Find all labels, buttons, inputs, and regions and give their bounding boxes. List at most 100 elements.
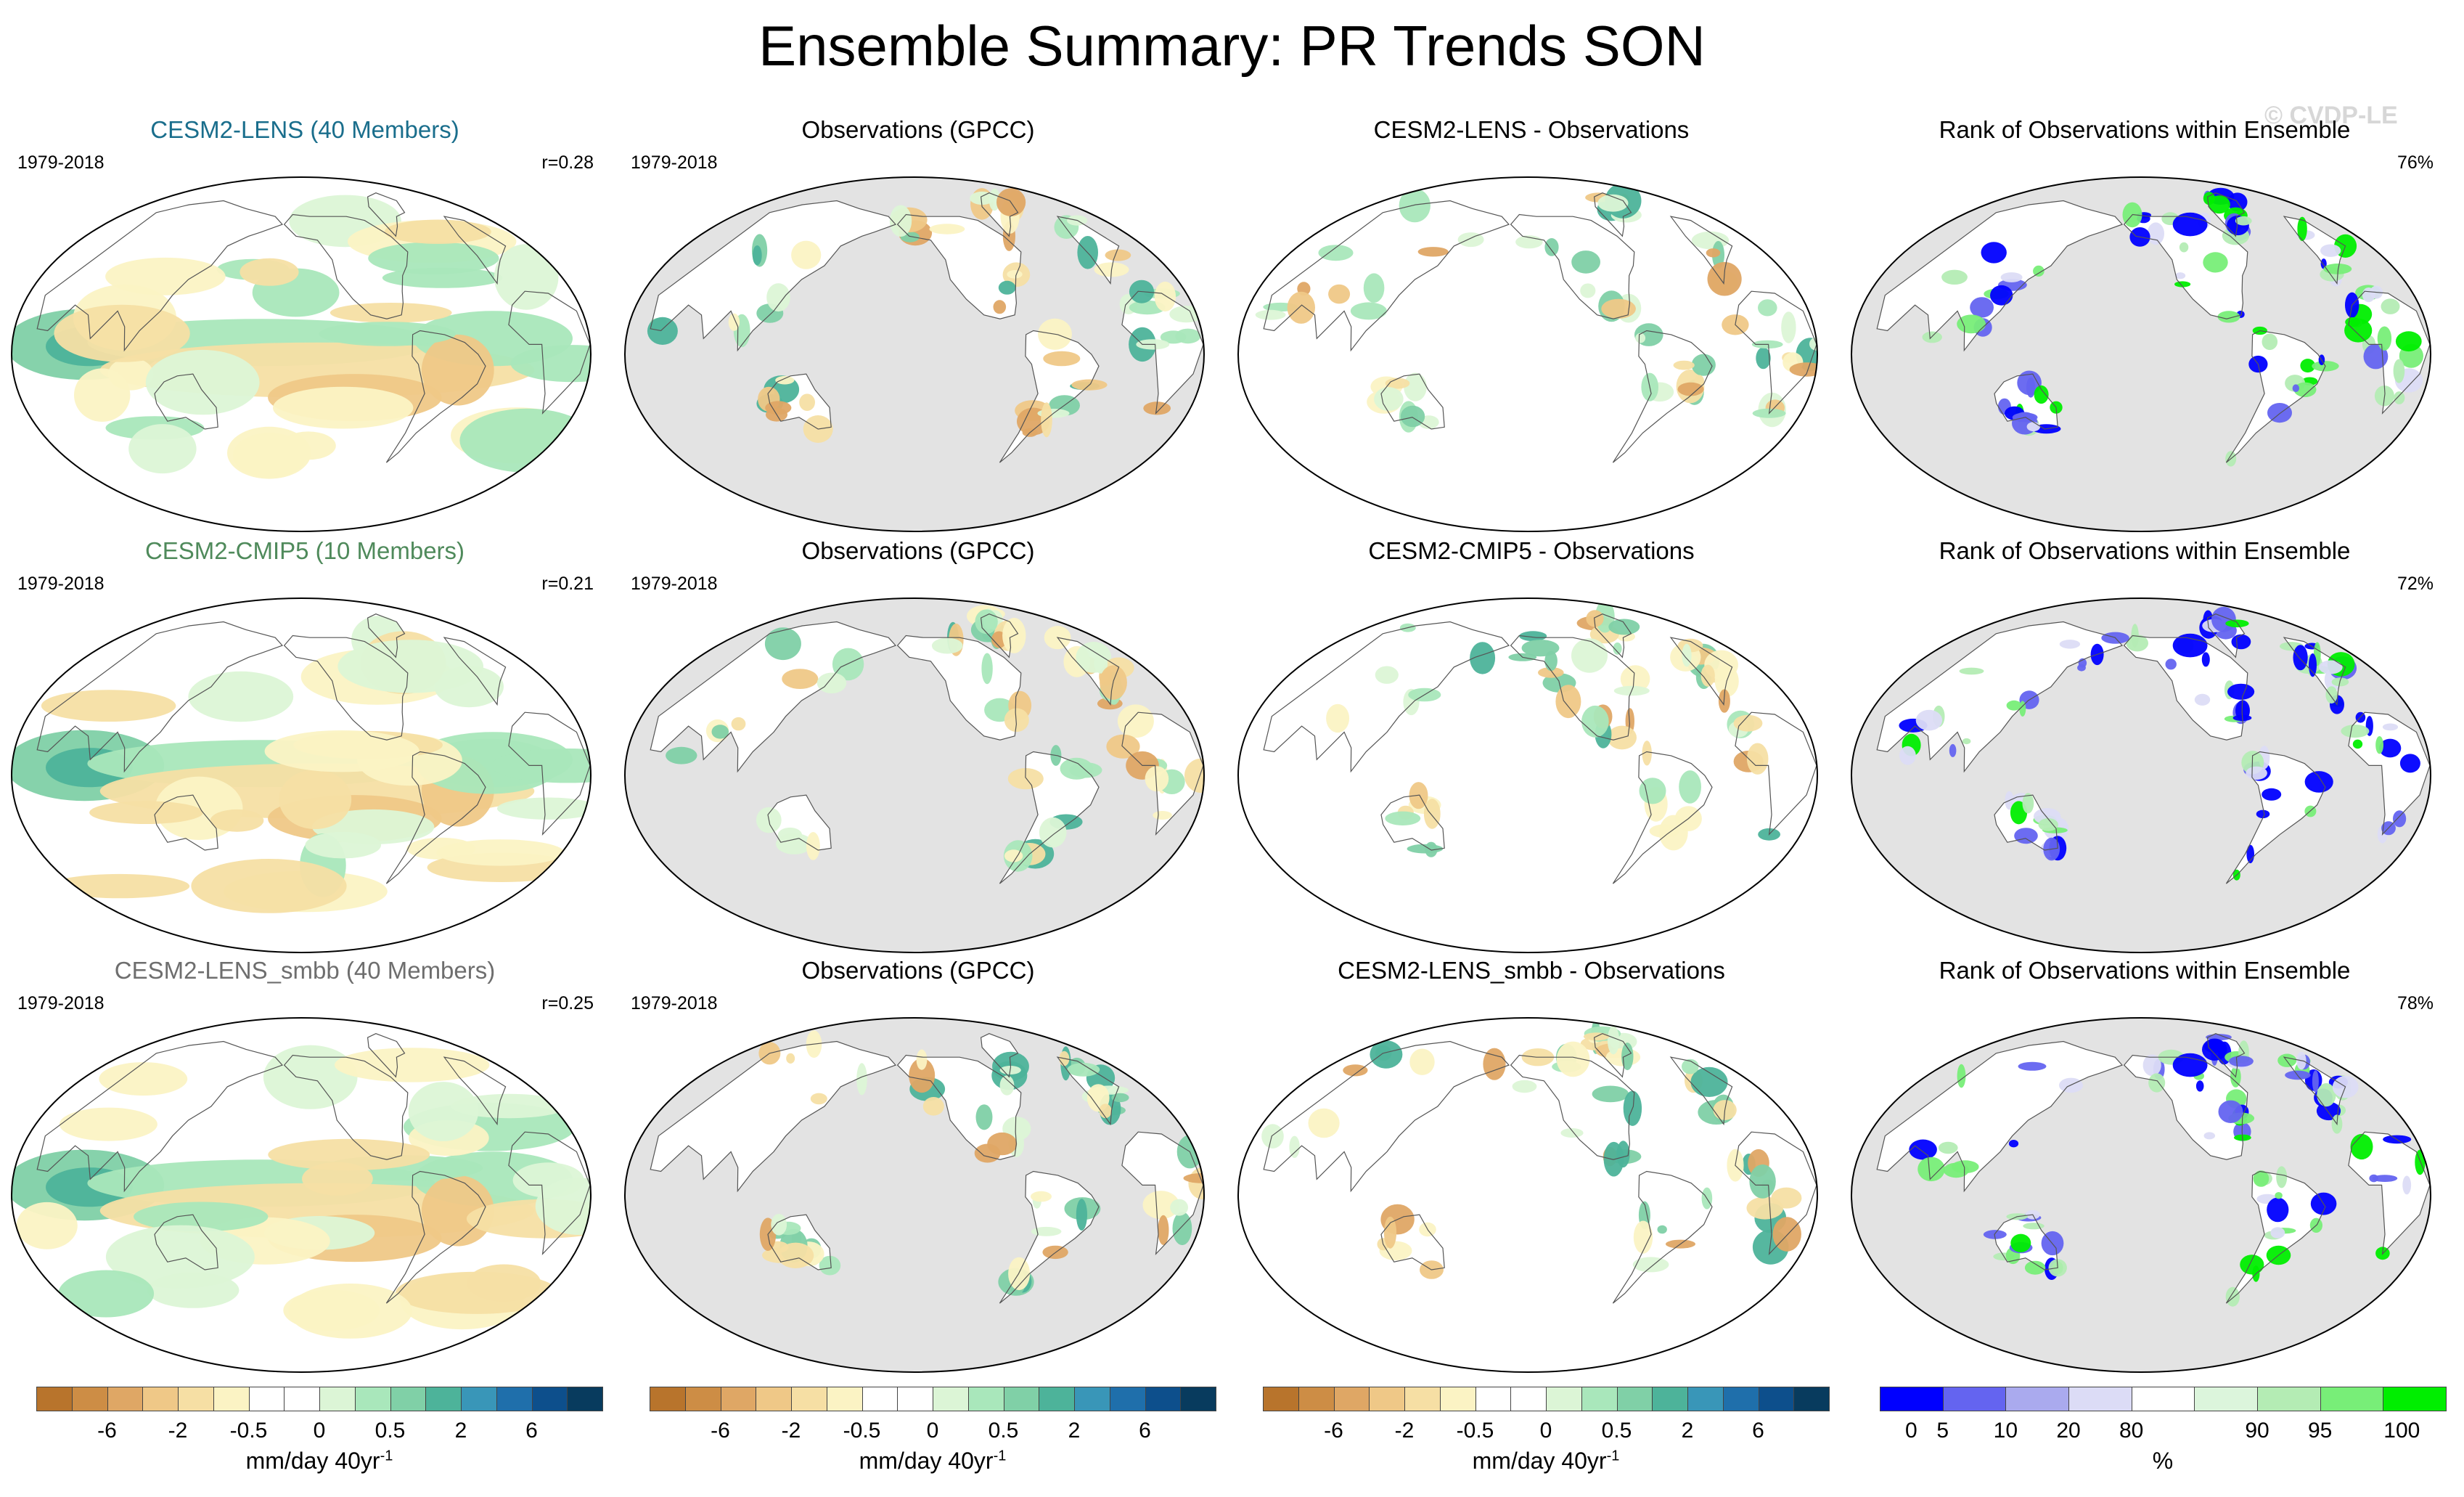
trend-cell <box>1642 741 1652 766</box>
trend-cell <box>728 313 740 331</box>
trend-cell <box>2172 1053 2208 1077</box>
trend-cell <box>1158 1215 1169 1245</box>
panel-r1c2: Observations (GPCC) 1979-2018 <box>621 116 1216 537</box>
trend-cell <box>916 1049 928 1070</box>
trend-cell <box>210 809 264 832</box>
panel-title: CESM2-CMIP5 - Observations <box>1368 537 1695 564</box>
trend-cell <box>1746 743 1769 775</box>
coastline <box>1056 1056 1120 1126</box>
watermark: © CVDP-LE <box>2264 102 2398 129</box>
colorbar-swatch <box>354 1387 391 1411</box>
colorbar-tick-label: 0.5 <box>988 1419 1019 1443</box>
trend-cell <box>1707 261 1742 296</box>
colorbar-swatch <box>1581 1387 1618 1411</box>
colorbar-swatch <box>1793 1387 1830 1411</box>
coastline <box>283 1054 409 1160</box>
colorbar-swatch <box>967 1387 1004 1411</box>
colorbar-swatch <box>756 1387 792 1411</box>
colorbar-tick-label: -6 <box>1324 1419 1343 1443</box>
trend-cell <box>2023 1223 2045 1230</box>
trend-cell <box>2006 700 2022 711</box>
trend-cell <box>305 831 381 859</box>
trend-cell <box>647 317 678 345</box>
colorbar-swatch <box>1180 1387 1216 1411</box>
colorbar-swatches <box>36 1387 603 1411</box>
coastline <box>1380 373 1445 430</box>
map-container <box>1234 173 1822 539</box>
trend-cell <box>1970 297 1994 318</box>
colorbar-tick-label: 90 <box>2245 1419 2269 1443</box>
trend-cell <box>1560 1128 1584 1138</box>
trend-cell <box>1673 360 1695 370</box>
trend-cell <box>2235 216 2252 226</box>
coastline <box>508 711 591 836</box>
trend-cell <box>1690 1066 1728 1097</box>
trend-cell <box>1601 298 1636 319</box>
colorbar-swatch <box>1475 1387 1512 1411</box>
trend-cell <box>791 240 822 269</box>
map-container <box>1847 594 2435 960</box>
coastline <box>767 1214 832 1270</box>
panel-title: CESM2-LENS (40 Members) <box>150 116 459 143</box>
land-mass <box>2348 712 2430 835</box>
trend-cell <box>1041 402 1052 438</box>
colorbar-swatch <box>461 1387 497 1411</box>
colorbar-swatch <box>142 1387 179 1411</box>
colorbar-swatch <box>1616 1387 1653 1411</box>
coastline <box>1380 1214 1445 1270</box>
trend-cell <box>1909 1139 1937 1160</box>
trend-cell <box>2267 403 2292 423</box>
coastline <box>1612 330 1713 463</box>
colorbar-tick-label: 6 <box>1139 1419 1151 1443</box>
panel-r3c1: CESM2-LENS_smbb (40 Members) 1979-2018 r=0… <box>7 957 602 1378</box>
colorbar-units-label: mm/day 40yr-1 <box>859 1448 1007 1474</box>
colorbar-swatch <box>720 1387 757 1411</box>
trend-cell <box>832 648 864 681</box>
trend-cell <box>1404 372 1427 401</box>
colorbar-trend-2: -6 -2 -0.5 0 0.5 2 6 mm/day 40yr-1 <box>650 1387 1216 1481</box>
trend-cell <box>368 242 499 274</box>
colorbar-swatch <box>2383 1387 2447 1411</box>
colorbar-swatch <box>248 1387 285 1411</box>
trend-cell <box>777 1242 814 1268</box>
trend-cell <box>799 393 815 411</box>
panel-title: Observations (GPCC) <box>801 957 1035 984</box>
trend-cell <box>2026 422 2040 432</box>
trend-cell <box>1915 709 1943 731</box>
colorbar-tick-label: 10 <box>1993 1419 2018 1443</box>
trend-cell <box>1621 1043 1634 1071</box>
trend-cell <box>1007 270 1023 279</box>
trend-cell <box>1153 811 1172 820</box>
map-rank-r1c4 <box>1851 176 2431 532</box>
coastline <box>2206 613 2246 658</box>
map-obs-r3c2 <box>624 1017 1205 1373</box>
trend-cell <box>1983 1230 2007 1239</box>
trend-cell <box>263 1045 358 1109</box>
trend-cell <box>1957 1064 1966 1088</box>
trend-cell <box>1962 738 1971 745</box>
colorbar-swatch <box>1758 1387 1795 1411</box>
coastline <box>767 373 832 430</box>
coastline <box>443 216 507 285</box>
trend-cell <box>1749 1164 1776 1199</box>
trend-cell <box>999 1075 1015 1096</box>
trend-cell <box>330 303 452 323</box>
trend-cell <box>1706 248 1721 258</box>
coastline <box>367 1033 406 1078</box>
coastline <box>1263 1040 1510 1193</box>
map-container <box>1847 1013 2435 1380</box>
trend-cell <box>74 368 131 422</box>
colorbar-swatch <box>1880 1387 1944 1411</box>
colorbar-tick-label: -2 <box>168 1419 188 1443</box>
land-mass <box>897 214 1021 319</box>
trend-cell <box>764 627 801 661</box>
panel-r3c4: Rank of Observations within Ensemble 78% <box>1847 957 2442 1378</box>
coastline <box>283 213 409 319</box>
colorbar-swatch <box>861 1387 899 1411</box>
coastline <box>1735 711 1817 836</box>
trend-cell <box>1733 714 1763 732</box>
panel-title: CESM2-CMIP5 (10 Members) <box>144 537 465 564</box>
panel-r1c3: CESM2-LENS - Observations <box>1234 116 1829 537</box>
trend-cell <box>337 640 483 693</box>
trend-cell <box>2174 281 2191 287</box>
